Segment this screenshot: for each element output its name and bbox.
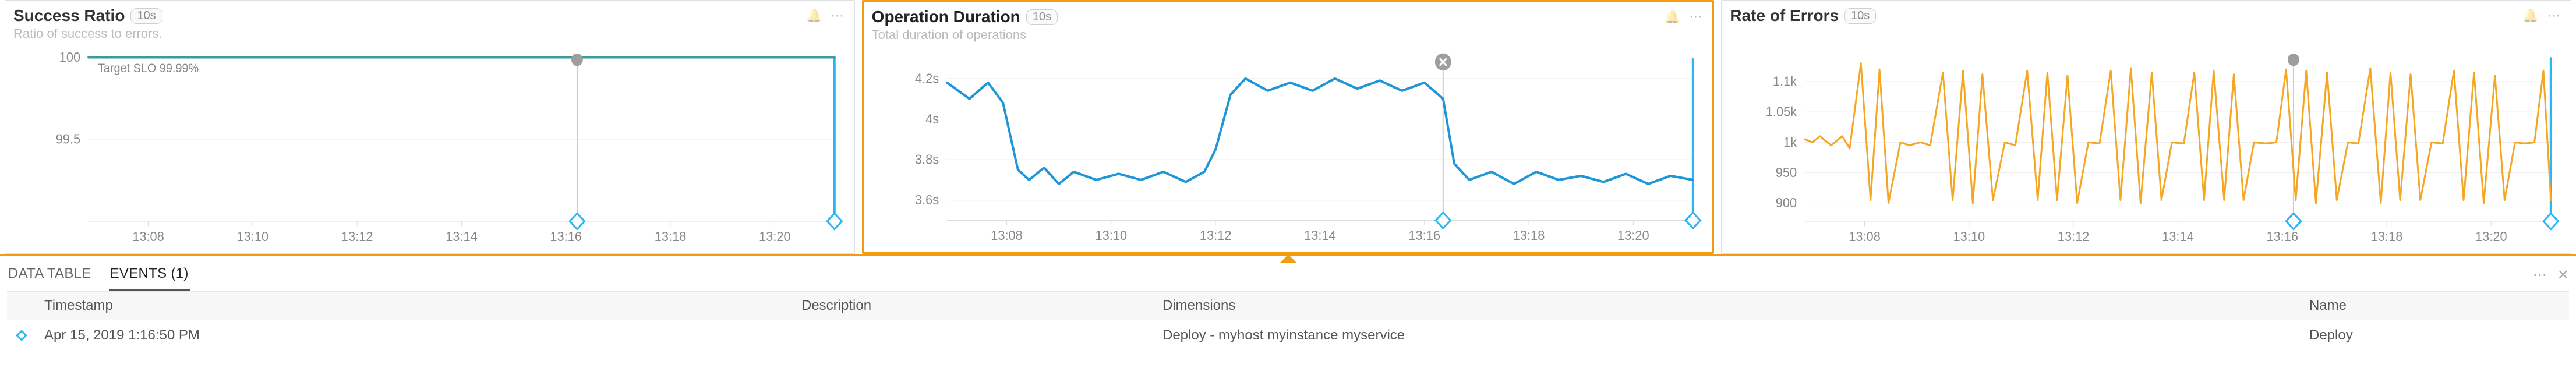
- svg-text:13:12: 13:12: [341, 228, 373, 244]
- svg-text:13:16: 13:16: [2267, 228, 2299, 244]
- panel-title: Success Ratio: [13, 6, 125, 25]
- svg-text:4s: 4s: [925, 111, 939, 126]
- panel-title: Operation Duration: [872, 8, 1020, 26]
- more-icon[interactable]: ⋯: [2545, 7, 2563, 24]
- svg-text:13:14: 13:14: [446, 228, 478, 244]
- more-icon[interactable]: ⋯: [2533, 267, 2547, 284]
- resolution-pill[interactable]: 10s: [1026, 9, 1058, 25]
- svg-text:13:20: 13:20: [2475, 228, 2507, 244]
- bell-icon[interactable]: 🔔: [805, 7, 823, 24]
- panel-operation_duration[interactable]: Operation Duration 10s 🔔 ⋯Total duration of…: [862, 0, 1715, 254]
- svg-text:13:14: 13:14: [1304, 228, 1336, 243]
- panel-title: Rate of Errors: [1730, 6, 1839, 25]
- panel-success_ratio[interactable]: Success Ratio 10s 🔔 ⋯ Ratio of success to er…: [5, 0, 855, 254]
- svg-text:13:18: 13:18: [655, 228, 687, 244]
- events-table: TimestampDescriptionDimensionsName Apr 1…: [7, 291, 2569, 351]
- tab-events-1-[interactable]: EVENTS (1): [109, 260, 190, 291]
- panel-subtitle: [1730, 26, 2563, 41]
- resolution-pill[interactable]: 10s: [1844, 8, 1876, 24]
- column-header[interactable]: Dimensions: [1154, 292, 2301, 320]
- bell-icon[interactable]: 🔔: [2522, 7, 2539, 24]
- svg-text:900: 900: [1776, 194, 1797, 210]
- svg-text:13:16: 13:16: [1408, 228, 1440, 243]
- svg-text:13:08: 13:08: [1849, 228, 1881, 244]
- svg-text:Target SLO 99.99%: Target SLO 99.99%: [98, 61, 199, 75]
- cell-description: [793, 320, 1154, 351]
- svg-text:13:18: 13:18: [2371, 228, 2403, 244]
- svg-text:13:10: 13:10: [237, 228, 269, 244]
- svg-text:3.8s: 3.8s: [915, 152, 939, 167]
- panel-subtitle: Ratio of success to errors.: [13, 26, 846, 41]
- svg-text:13:12: 13:12: [1199, 228, 1231, 243]
- panel-rate_of_errors[interactable]: Rate of Errors 10s 🔔 ⋯ 900 950 1k 1.05k 1.1k 13:…: [1721, 0, 2571, 254]
- panel-subtitle: Total duration of operations: [872, 27, 1705, 43]
- svg-text:3.6s: 3.6s: [915, 192, 939, 207]
- resolution-pill[interactable]: 10s: [130, 8, 162, 24]
- svg-text:1k: 1k: [1783, 134, 1797, 150]
- svg-text:13:10: 13:10: [1953, 228, 1985, 244]
- chart-area[interactable]: 99.5 100 13:08 13:10 13:12 13:14 13:16 13:18 13:…: [13, 45, 846, 250]
- svg-text:100: 100: [59, 49, 80, 65]
- more-icon[interactable]: ⋯: [1687, 8, 1704, 26]
- column-header[interactable]: Timestamp: [36, 292, 793, 320]
- svg-text:13:10: 13:10: [1095, 228, 1127, 243]
- svg-text:13:12: 13:12: [2058, 228, 2090, 244]
- column-header[interactable]: Name: [2301, 292, 2569, 320]
- chart-area[interactable]: 3.6s 3.8s 4s 4.2s 13:08 13:10 13:12 13:14 13:16 1…: [872, 46, 1705, 249]
- tab-data-table[interactable]: DATA TABLE: [7, 260, 93, 291]
- chart-area[interactable]: 900 950 1k 1.05k 1.1k 13:08 13:10 13:12 13:14 13:…: [1730, 45, 2563, 250]
- svg-text:13:18: 13:18: [1513, 228, 1545, 243]
- more-icon[interactable]: ⋯: [829, 7, 846, 24]
- svg-text:950: 950: [1776, 164, 1797, 180]
- svg-text:1.1k: 1.1k: [1773, 73, 1797, 89]
- cell-dimensions: Deploy - myhost myinstance myservice: [1154, 320, 2301, 351]
- svg-text:4.2s: 4.2s: [915, 71, 939, 86]
- svg-text:13:16: 13:16: [550, 228, 582, 244]
- column-header[interactable]: [7, 292, 36, 320]
- bell-icon[interactable]: 🔔: [1663, 8, 1681, 26]
- cell-timestamp: Apr 15, 2019 1:16:50 PM: [36, 320, 793, 351]
- svg-text:1.05k: 1.05k: [1766, 104, 1797, 119]
- svg-text:13:20: 13:20: [1617, 228, 1649, 243]
- tabs-row: DATA TABLE EVENTS (1) ⋯ ✕: [7, 260, 2569, 291]
- table-row[interactable]: Apr 15, 2019 1:16:50 PM Deploy - myhost m…: [7, 320, 2569, 351]
- svg-text:99.5: 99.5: [56, 131, 81, 147]
- close-icon[interactable]: ✕: [2557, 267, 2569, 284]
- event-marker-icon: [16, 330, 27, 341]
- svg-text:13:08: 13:08: [132, 228, 164, 244]
- svg-text:13:20: 13:20: [759, 228, 791, 244]
- cell-name: Deploy: [2301, 320, 2569, 351]
- svg-text:13:08: 13:08: [991, 228, 1023, 243]
- column-header[interactable]: Description: [793, 292, 1154, 320]
- svg-text:13:14: 13:14: [2162, 228, 2194, 244]
